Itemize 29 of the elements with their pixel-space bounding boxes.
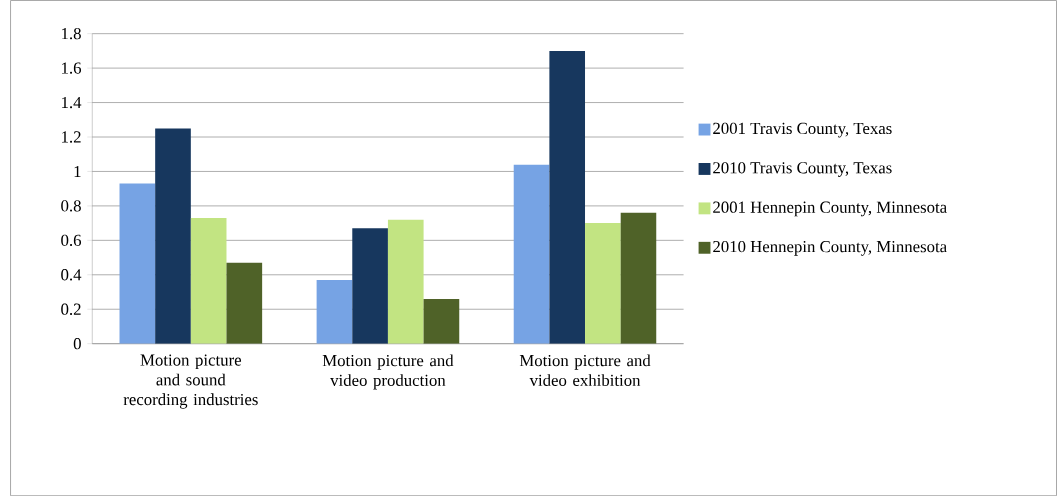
y-tick-label: 1 [74,165,81,177]
bar [155,128,191,344]
bar [620,212,657,344]
y-tick-label: 1.6 [62,62,82,74]
bar [316,279,353,344]
y-tick-label: 1.4 [62,96,82,109]
legend-label: 2001 Travis County, Texas [713,122,892,138]
bar [190,217,227,344]
legend-label: 2010 Travis County, Texas [713,162,892,177]
bar [226,262,263,344]
x-tick-label: Motion picture and sound recording industries [123,354,258,409]
bar [352,228,388,344]
y-tick-label: 0 [73,337,81,350]
x-tick-label: Motion picture and video production [322,354,454,390]
bar [513,164,550,344]
bar [119,183,156,344]
y-tick-label: 0.2 [61,303,81,315]
y-tick-label: 0.4 [61,268,82,281]
legend-label: 2001 Hennepin County, Minnesota [713,201,947,217]
y-tick-label: 0.8 [61,200,81,212]
bar [585,223,621,344]
x-tick-label: Motion picture and video exhibition [519,354,651,386]
bar [549,50,586,344]
bar [423,298,460,344]
bar [387,219,424,344]
legend-label: 2010 Hennepin County, Minnesota [713,240,947,256]
y-tick-label: 0.6 [61,234,82,246]
y-tick-label: 1.8 [62,27,81,40]
y-tick-label: 1.2 [62,131,81,143]
